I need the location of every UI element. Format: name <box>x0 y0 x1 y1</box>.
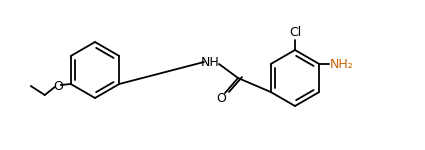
Text: O: O <box>53 80 63 93</box>
Text: NH₂: NH₂ <box>329 57 353 70</box>
Text: O: O <box>216 93 226 105</box>
Text: NH: NH <box>201 56 219 69</box>
Text: Cl: Cl <box>289 27 301 39</box>
